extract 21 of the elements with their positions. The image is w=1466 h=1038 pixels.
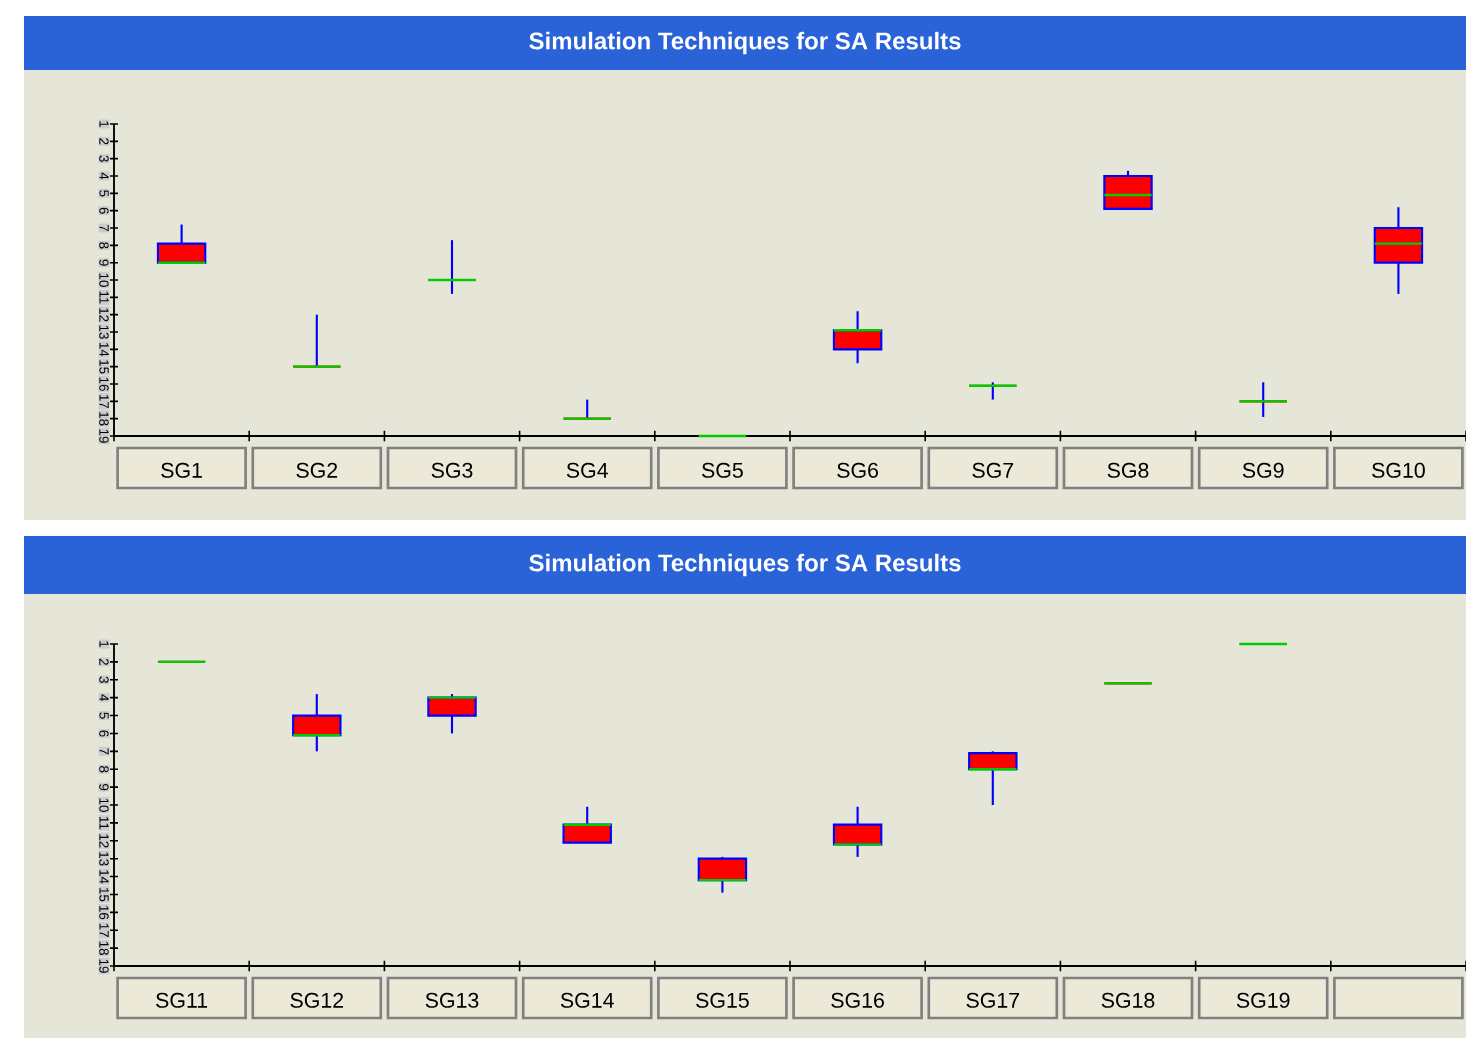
chart-title: Simulation Techniques for SA Results bbox=[529, 31, 961, 55]
x-tick-label: SG4 bbox=[566, 462, 608, 478]
x-tick-label: SG7 bbox=[972, 462, 1014, 478]
x-tick-label: SG8 bbox=[1107, 462, 1149, 478]
x-tick-label: SG2 bbox=[296, 462, 338, 478]
x-tick-label: SG17 bbox=[966, 992, 1020, 1008]
x-tick-label: SG16 bbox=[831, 992, 884, 1008]
x-tick-label: SG1 bbox=[161, 462, 202, 478]
x-tick-label: SG3 bbox=[431, 462, 473, 478]
x-tick-label: SG5 bbox=[702, 462, 743, 478]
x-tick-label: SG6 bbox=[837, 462, 879, 478]
x-tick-label: SG11 bbox=[156, 992, 208, 1008]
x-tick-label: SG13 bbox=[425, 992, 479, 1008]
x-tick-label: SG18 bbox=[1101, 992, 1155, 1008]
x-tick-label: SG12 bbox=[290, 992, 343, 1008]
x-tick-label: SG10 bbox=[1372, 462, 1425, 478]
x-tick-label: SG15 bbox=[696, 992, 749, 1008]
x-tick-label: SG14 bbox=[560, 992, 614, 1008]
x-tick-label: SG19 bbox=[1236, 992, 1290, 1008]
x-tick-label: SG9 bbox=[1242, 462, 1284, 478]
chart-title: Simulation Techniques for SA Results bbox=[529, 553, 961, 577]
